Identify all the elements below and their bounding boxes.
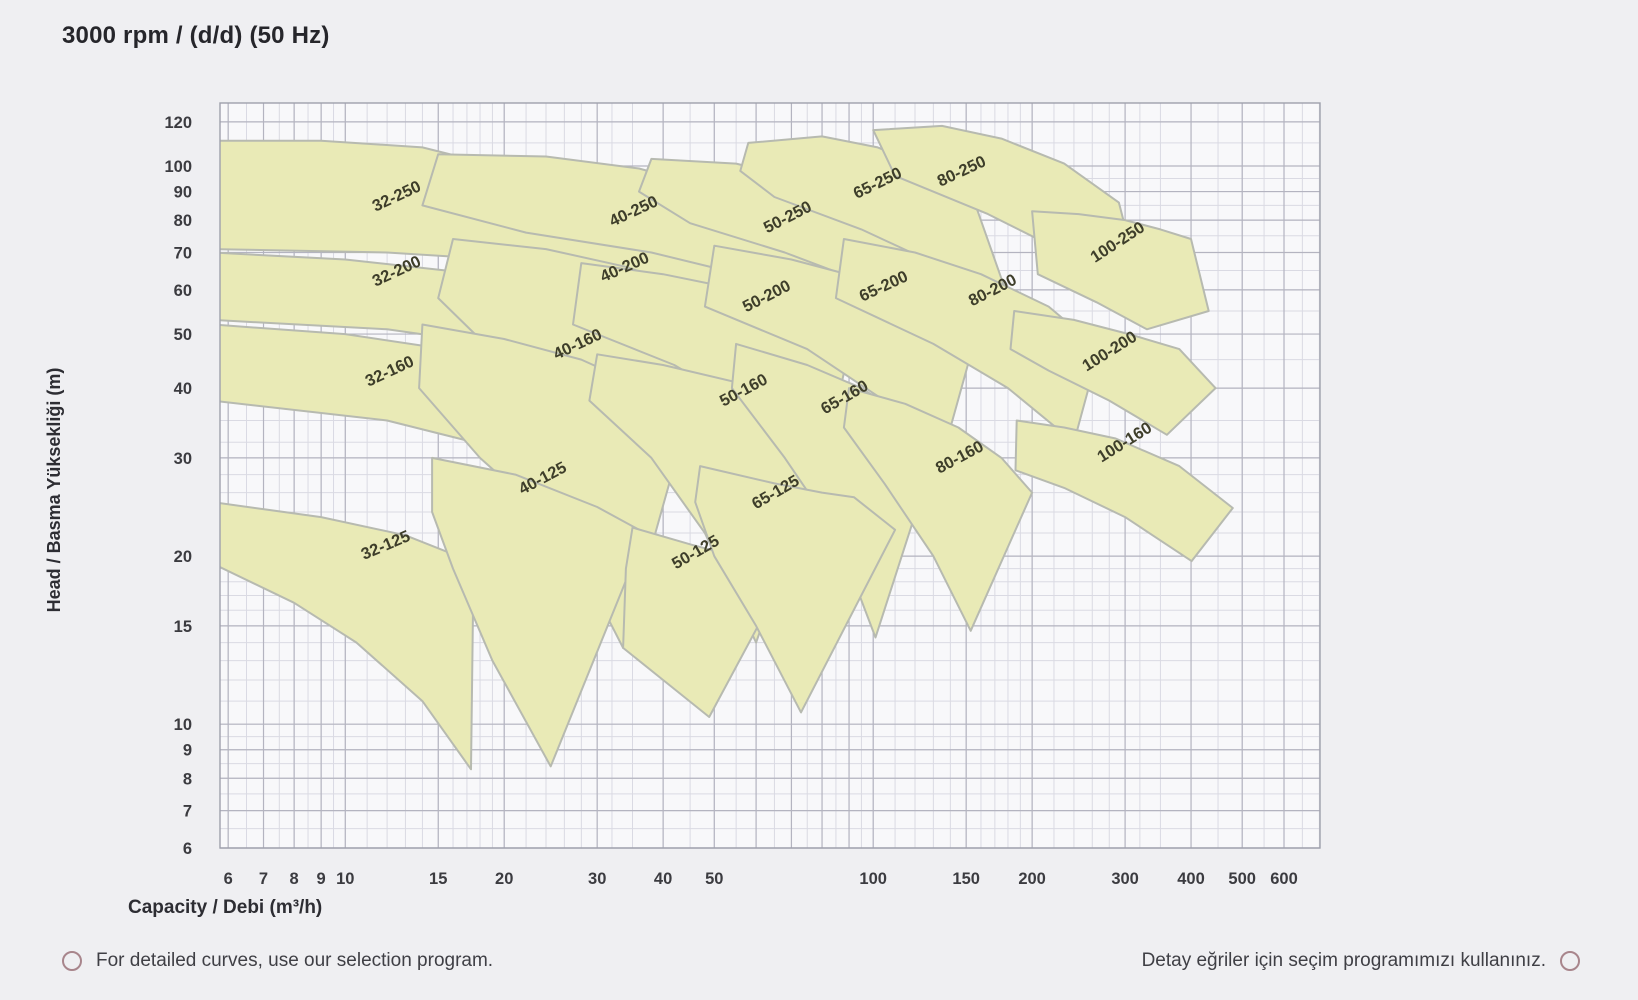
ring-bullet-icon (62, 951, 82, 971)
page-title: 3000 rpm / (d/d) (50 Hz) (62, 22, 330, 49)
x-tick-label-200: 200 (1018, 870, 1046, 888)
x-tick-label-10: 10 (336, 870, 354, 888)
y-tick-label-10: 10 (174, 716, 192, 734)
footer-note-left: For detailed curves, use our selection p… (62, 946, 493, 976)
pump-region-40-125 (431, 456, 647, 768)
x-tick-label-6: 6 (224, 870, 233, 888)
x-tick-label-100: 100 (859, 870, 887, 888)
y-tick-label-15: 15 (174, 618, 192, 636)
pump-region-100-250 (1031, 210, 1210, 331)
y-tick-label-80: 80 (174, 212, 192, 230)
y-tick-label-90: 90 (174, 184, 192, 202)
plot-border (219, 102, 1321, 849)
y-tick-labels: 6 7 8 9 10 15 20 30 40 50 60 70 80 90 100 120 (164, 114, 192, 858)
y-tick-label-60: 60 (174, 282, 192, 300)
y-tick-label-7: 7 (183, 803, 192, 821)
y-tick-label-40: 40 (174, 380, 192, 398)
y-tick-label-9: 9 (183, 742, 192, 760)
pump-regions (220, 124, 1234, 771)
x-tick-label-7: 7 (259, 870, 268, 888)
ring-bullet-icon (1560, 951, 1580, 971)
pump-region-80-160 (842, 387, 1034, 632)
y-tick-label-20: 20 (174, 548, 192, 566)
pump-region-80-200 (834, 238, 1101, 444)
x-tick-label-30: 30 (588, 870, 606, 888)
y-tick-label-30: 30 (174, 450, 192, 468)
footer-note-right: Detay eğriler için seçim programımızı ku… (1142, 946, 1580, 976)
pump-region-100-160 (1014, 419, 1234, 563)
x-tick-label-600: 600 (1270, 870, 1298, 888)
footer-note-right-text: Detay eğriler için seçim programımızı ku… (1141, 950, 1546, 971)
y-tick-label-100: 100 (164, 158, 192, 176)
x-axis-title: Capacity / Debi (m³/h) (128, 897, 323, 918)
y-tick-label-120: 120 (164, 114, 192, 132)
x-tick-label-500: 500 (1228, 870, 1256, 888)
y-tick-label-6: 6 (183, 840, 192, 858)
x-tick-label-9: 9 (317, 870, 326, 888)
x-tick-label-50: 50 (705, 870, 723, 888)
x-tick-label-8: 8 (290, 870, 299, 888)
y-tick-label-70: 70 (174, 245, 192, 263)
pump-region-32-125 (220, 502, 475, 771)
x-tick-label-15: 15 (429, 870, 447, 888)
x-tick-label-300: 300 (1111, 870, 1139, 888)
pump-region-100-200 (1009, 310, 1217, 436)
x-tick-labels: 6 7 8 9 10 15 20 30 40 50 100 150 200 300 400 500 600 (224, 870, 1298, 888)
x-tick-label-20: 20 (495, 870, 513, 888)
x-tick-label-150: 150 (952, 870, 980, 888)
footer-note-left-text: For detailed curves, use our selection p… (96, 950, 494, 971)
y-tick-label-50: 50 (174, 326, 192, 344)
x-tick-label-400: 400 (1177, 870, 1205, 888)
x-tick-label-40: 40 (654, 870, 672, 888)
pump-region-65-125 (694, 465, 897, 714)
y-tick-label-8: 8 (183, 770, 192, 788)
